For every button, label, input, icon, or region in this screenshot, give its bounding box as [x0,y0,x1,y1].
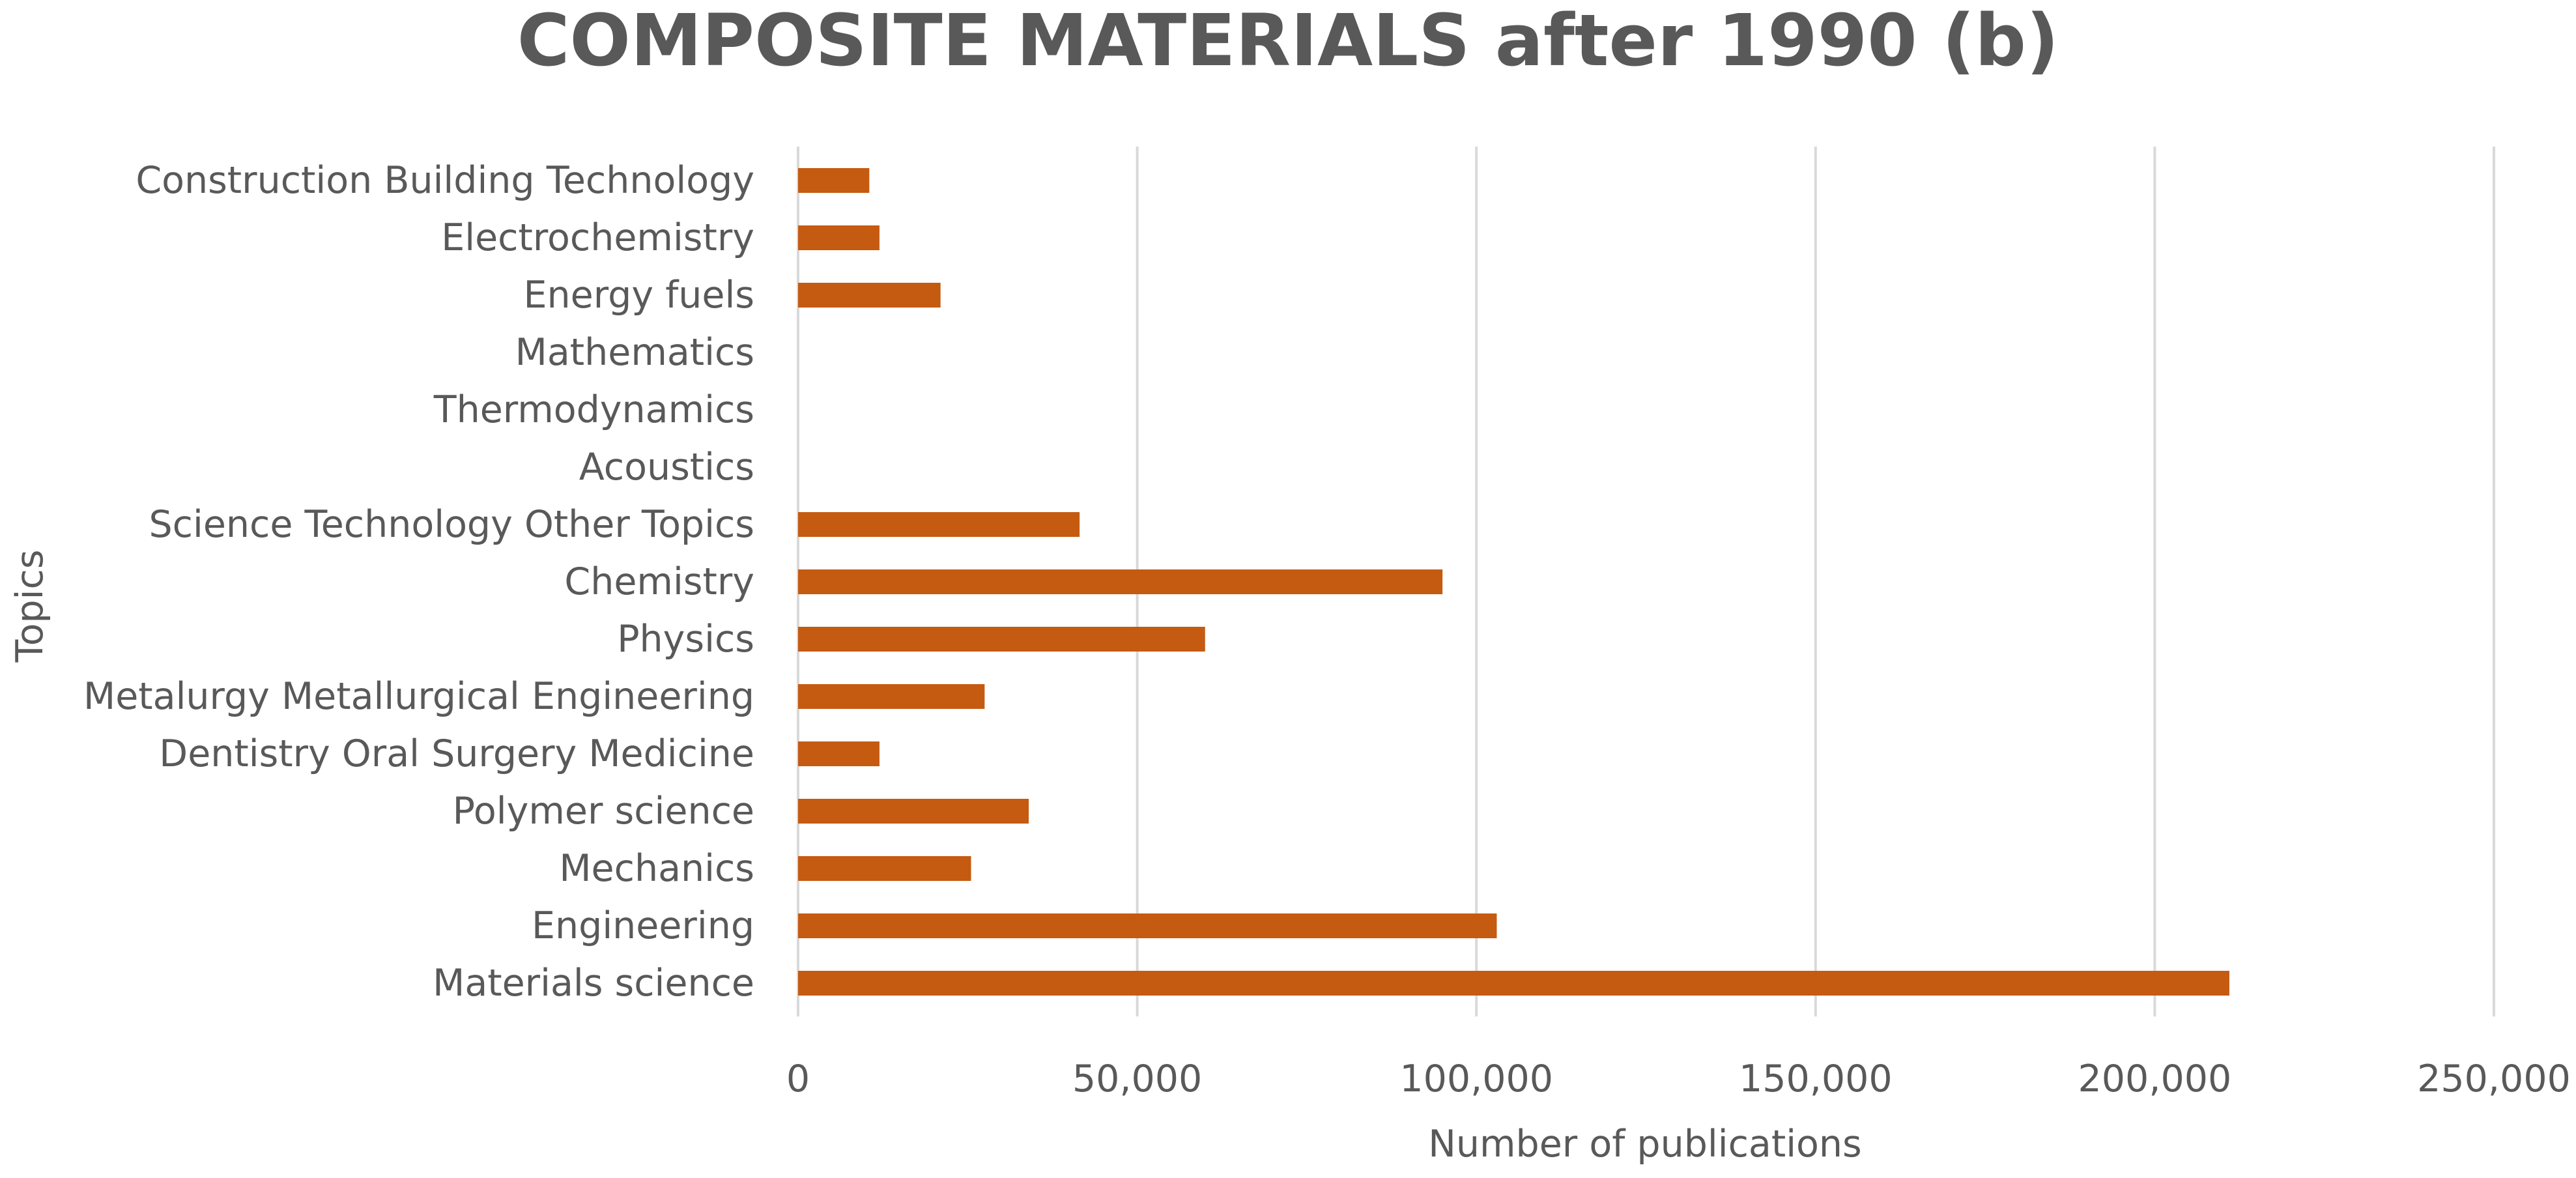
bar-physics [798,627,1205,652]
category-label-energy-fuels: Energy fuels [524,274,754,317]
bar-science-technology-other-topics [798,512,1080,537]
bar-dentistry-oral-surgery-medicine [798,741,880,766]
category-label-acoustics: Acoustics [579,446,754,489]
x-tick-label: 150,000 [1739,1057,1893,1100]
category-label-metalurgy-metallurgical-engineering: Metalurgy Metallurgical Engineering [83,675,754,718]
bar-polymer-science [798,799,1029,824]
y-axis-title: Topics [8,549,51,663]
category-label-chemistry: Chemistry [564,560,754,603]
bar-construction-building-technology [798,168,870,193]
bars [798,168,2229,996]
chart-title: COMPOSITE MATERIALS after 1990 (b) [517,0,2059,82]
category-label-polymer-science: Polymer science [453,790,754,833]
category-label-construction-building-technology: Construction Building Technology [136,159,754,202]
category-label-mechanics: Mechanics [559,847,754,890]
bar-metalurgy-metallurgical-engineering [798,684,985,709]
category-label-dentistry-oral-surgery-medicine: Dentistry Oral Surgery Medicine [159,732,754,775]
category-labels: Construction Building Technology Electroc… [83,159,754,1005]
x-tick-labels: 0 50,000 100,000 150,000 200,000 250,000 [786,1057,2571,1100]
x-tick-label: 200,000 [2078,1057,2232,1100]
bar-chemistry [798,569,1443,594]
bar-mechanics [798,856,971,881]
category-label-engineering: Engineering [532,904,754,947]
x-tick-label: 50,000 [1072,1057,1202,1100]
bar-materials-science [798,971,2229,996]
x-tick-label: 250,000 [2417,1057,2571,1100]
bar-electrochemistry [798,225,880,250]
category-label-mathematics: Mathematics [515,331,754,374]
x-tick-label: 100,000 [1399,1057,1553,1100]
category-label-electrochemistry: Electrochemistry [441,216,754,259]
x-tick-label: 0 [786,1057,810,1100]
bar-engineering [798,913,1497,938]
category-label-materials-science: Materials science [433,962,754,1005]
x-axis-title: Number of publications [1428,1123,1861,1166]
bar-energy-fuels [798,283,941,308]
category-label-physics: Physics [617,618,754,661]
category-label-science-technology-other-topics: Science Technology Other Topics [149,503,754,546]
category-label-thermodynamics: Thermodynamics [433,388,754,431]
